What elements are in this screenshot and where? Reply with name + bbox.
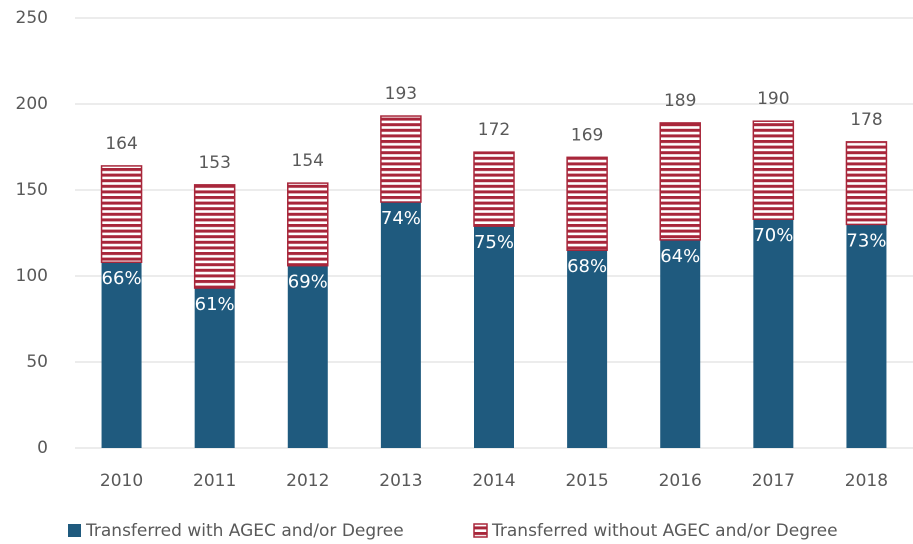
bar-total-label: 193 — [385, 84, 417, 104]
bar-segment — [846, 224, 887, 448]
bar-share-label: 74% — [381, 208, 421, 229]
bar-segment — [380, 115, 422, 203]
x-tick-label: 2017 — [752, 471, 795, 491]
bar-total-label: 154 — [292, 151, 324, 171]
bar-segment — [380, 202, 421, 448]
bar-total-label: 153 — [198, 153, 230, 173]
bar-share-label: 68% — [567, 256, 607, 277]
bar-total-label: 178 — [850, 110, 882, 130]
bar-segment — [101, 262, 142, 448]
x-tick-label: 2016 — [659, 471, 702, 491]
legend-label: Transferred without AGEC and/or Degree — [491, 521, 838, 541]
x-tick-label: 2012 — [286, 471, 329, 491]
y-tick-label: 50 — [26, 352, 48, 372]
bar-segment — [567, 250, 608, 448]
y-tick-label: 250 — [16, 8, 48, 28]
x-tick-label: 2011 — [193, 471, 236, 491]
x-tick-label: 2010 — [100, 471, 143, 491]
x-tick-label: 2018 — [845, 471, 888, 491]
bar-segment — [474, 226, 514, 448]
bar-share-label: 70% — [753, 225, 793, 246]
x-tick-label: 2013 — [379, 471, 422, 491]
bar-total-label: 172 — [478, 120, 510, 140]
legend-swatch — [473, 523, 488, 538]
y-tick-label: 200 — [16, 94, 48, 114]
bar-segment — [473, 151, 515, 227]
bar-segment — [752, 120, 795, 220]
bar-share-label: 75% — [474, 232, 514, 253]
bar-total-label: 164 — [105, 134, 137, 154]
bar-share-label: 69% — [288, 272, 328, 293]
bar-segment — [660, 239, 701, 448]
x-tick-label: 2015 — [565, 471, 608, 491]
bar-total-label: 169 — [571, 125, 603, 145]
bar-share-label: 66% — [102, 268, 142, 289]
bar-share-label: 73% — [846, 230, 886, 251]
bar-segment — [845, 141, 888, 226]
y-tick-label: 150 — [16, 180, 48, 200]
bar-segment — [287, 265, 328, 448]
x-tick-label: 2014 — [472, 471, 515, 491]
bar-share-label: 61% — [195, 294, 235, 315]
legend-swatch — [68, 524, 81, 537]
bar-segment — [287, 182, 329, 267]
bar-segment — [194, 288, 235, 448]
bar-total-label: 190 — [757, 89, 789, 109]
bar-segment — [193, 184, 236, 289]
bar-segment — [753, 219, 794, 448]
bar-share-label: 64% — [660, 246, 700, 267]
y-tick-label: 100 — [16, 266, 48, 286]
bar-segment — [566, 156, 608, 251]
legend-label: Transferred with AGEC and/or Degree — [85, 521, 404, 541]
bar-segment — [659, 122, 701, 241]
bar-segment — [100, 165, 143, 263]
bar-total-label: 189 — [664, 91, 696, 111]
y-tick-label: 0 — [37, 438, 48, 458]
